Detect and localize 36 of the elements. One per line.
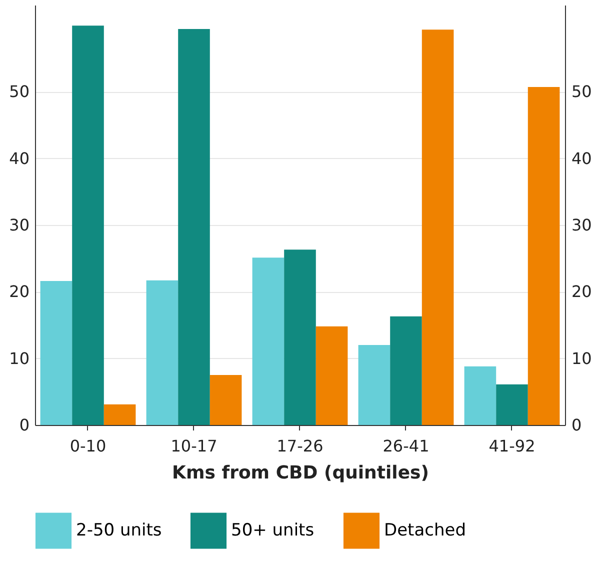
x-tick-label: 26-41 <box>382 436 430 456</box>
y-tick-label: 0 <box>19 416 30 434</box>
bar <box>390 316 422 425</box>
y2-tick-label: 10 <box>572 348 592 368</box>
bar <box>146 280 178 425</box>
x-tick-label: 17-26 <box>276 436 324 456</box>
bar <box>40 281 72 425</box>
x-tick-label: 10-17 <box>170 436 218 456</box>
bar <box>316 326 348 425</box>
bar <box>178 29 210 425</box>
legend-label: Detached <box>384 520 466 541</box>
bar <box>72 26 104 425</box>
y-tick-label: 50 <box>9 82 30 102</box>
y2-tick-label: 40 <box>572 148 592 168</box>
bar <box>464 366 496 425</box>
bar <box>252 258 284 425</box>
y2-tick-label: 50 <box>572 82 592 102</box>
bar <box>528 87 560 425</box>
y2-tick-label: 30 <box>572 216 592 234</box>
bar <box>422 30 454 425</box>
bar <box>284 250 316 425</box>
y-tick-label: 20 <box>9 282 30 302</box>
y2-tick-label: 20 <box>572 282 592 302</box>
bar <box>104 404 136 425</box>
x-axis-title: Kms from CBD (quintiles) <box>172 462 429 484</box>
y-tick-label: 30 <box>9 216 30 234</box>
x-tick-label: 41-92 <box>488 436 536 456</box>
legend-label: 2-50 units <box>76 520 162 541</box>
legend-label: 50+ units <box>231 520 314 541</box>
y-tick-label: 40 <box>9 148 30 168</box>
bar <box>496 384 528 425</box>
y-tick-label: 10 <box>9 348 30 368</box>
bar <box>358 345 390 425</box>
bar <box>210 375 242 425</box>
x-tick-label: 0-10 <box>70 436 106 456</box>
y2-tick-label: 0 <box>572 416 582 434</box>
